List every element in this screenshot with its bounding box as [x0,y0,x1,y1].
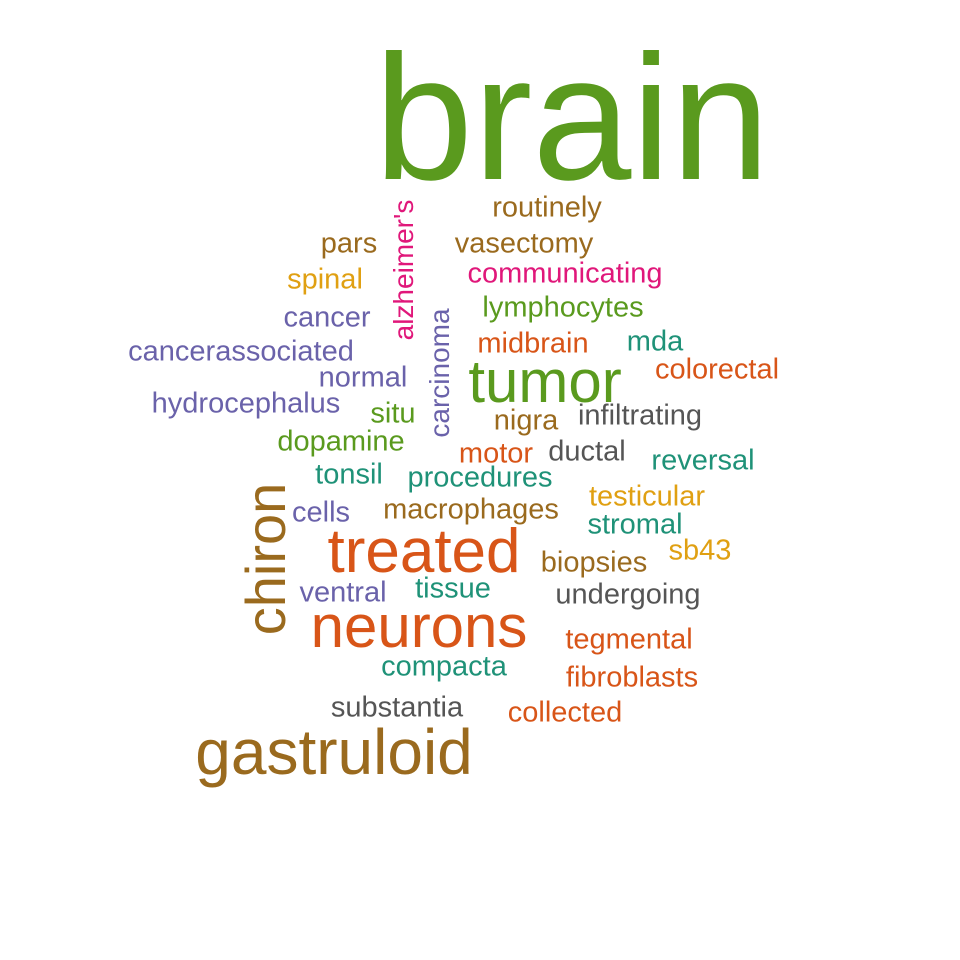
word-hydrocephalus: hydrocephalus [151,387,341,420]
word-chiron: chiron [234,482,297,636]
word-communicating: communicating [467,257,663,290]
word-fibroblasts: fibroblasts [565,661,699,694]
word-dopamine: dopamine [277,425,405,458]
word-tonsil: tonsil [315,458,383,491]
word-collected: collected [507,696,623,729]
word-treated: treated [327,517,521,586]
word-compacta: compacta [381,650,507,683]
word-tumor: tumor [468,348,622,415]
word-lymphocytes: lymphocytes [482,291,644,324]
word-testicular: testicular [588,480,706,513]
word-cancer: cancer [283,301,371,334]
word-tissue: tissue [415,572,491,605]
word-biopsies: biopsies [540,546,648,579]
word-routinely: routinely [492,191,602,224]
word-nigra: nigra [493,404,559,437]
word-gastruloid: gastruloid [195,716,473,788]
word-ductal: ductal [548,435,626,468]
word-reversal: reversal [651,444,755,477]
word-normal: normal [318,361,408,394]
word-procedures: procedures [407,461,553,494]
word-ventral: ventral [299,576,387,609]
word-mda: mda [626,325,684,358]
word-neurons: neurons [310,593,528,660]
word-brain: brain [374,18,770,217]
word-pars: pars [320,227,378,260]
word-sb43: sb43 [668,534,732,567]
word-cancerassociated: cancerassociated [128,335,354,368]
word-midbrain: midbrain [477,327,589,360]
word-substantia: substantia [330,691,464,724]
word-colorectal: colorectal [654,353,780,386]
word-situ: situ [370,397,416,430]
word-stromal: stromal [587,508,683,541]
word-cells: cells [291,496,351,529]
word-spinal: spinal [287,263,363,296]
word-vasectomy: vasectomy [454,227,594,260]
word-motor: motor [458,437,534,470]
word-carcinoma: carcinoma [424,308,455,438]
word-alzheimers: alzheimer's [388,199,419,341]
word-undergoing: undergoing [555,578,701,611]
word-tegmental: tegmental [565,623,693,656]
word-infiltrating: infiltrating [577,399,703,432]
word-macrophages: macrophages [383,493,559,526]
